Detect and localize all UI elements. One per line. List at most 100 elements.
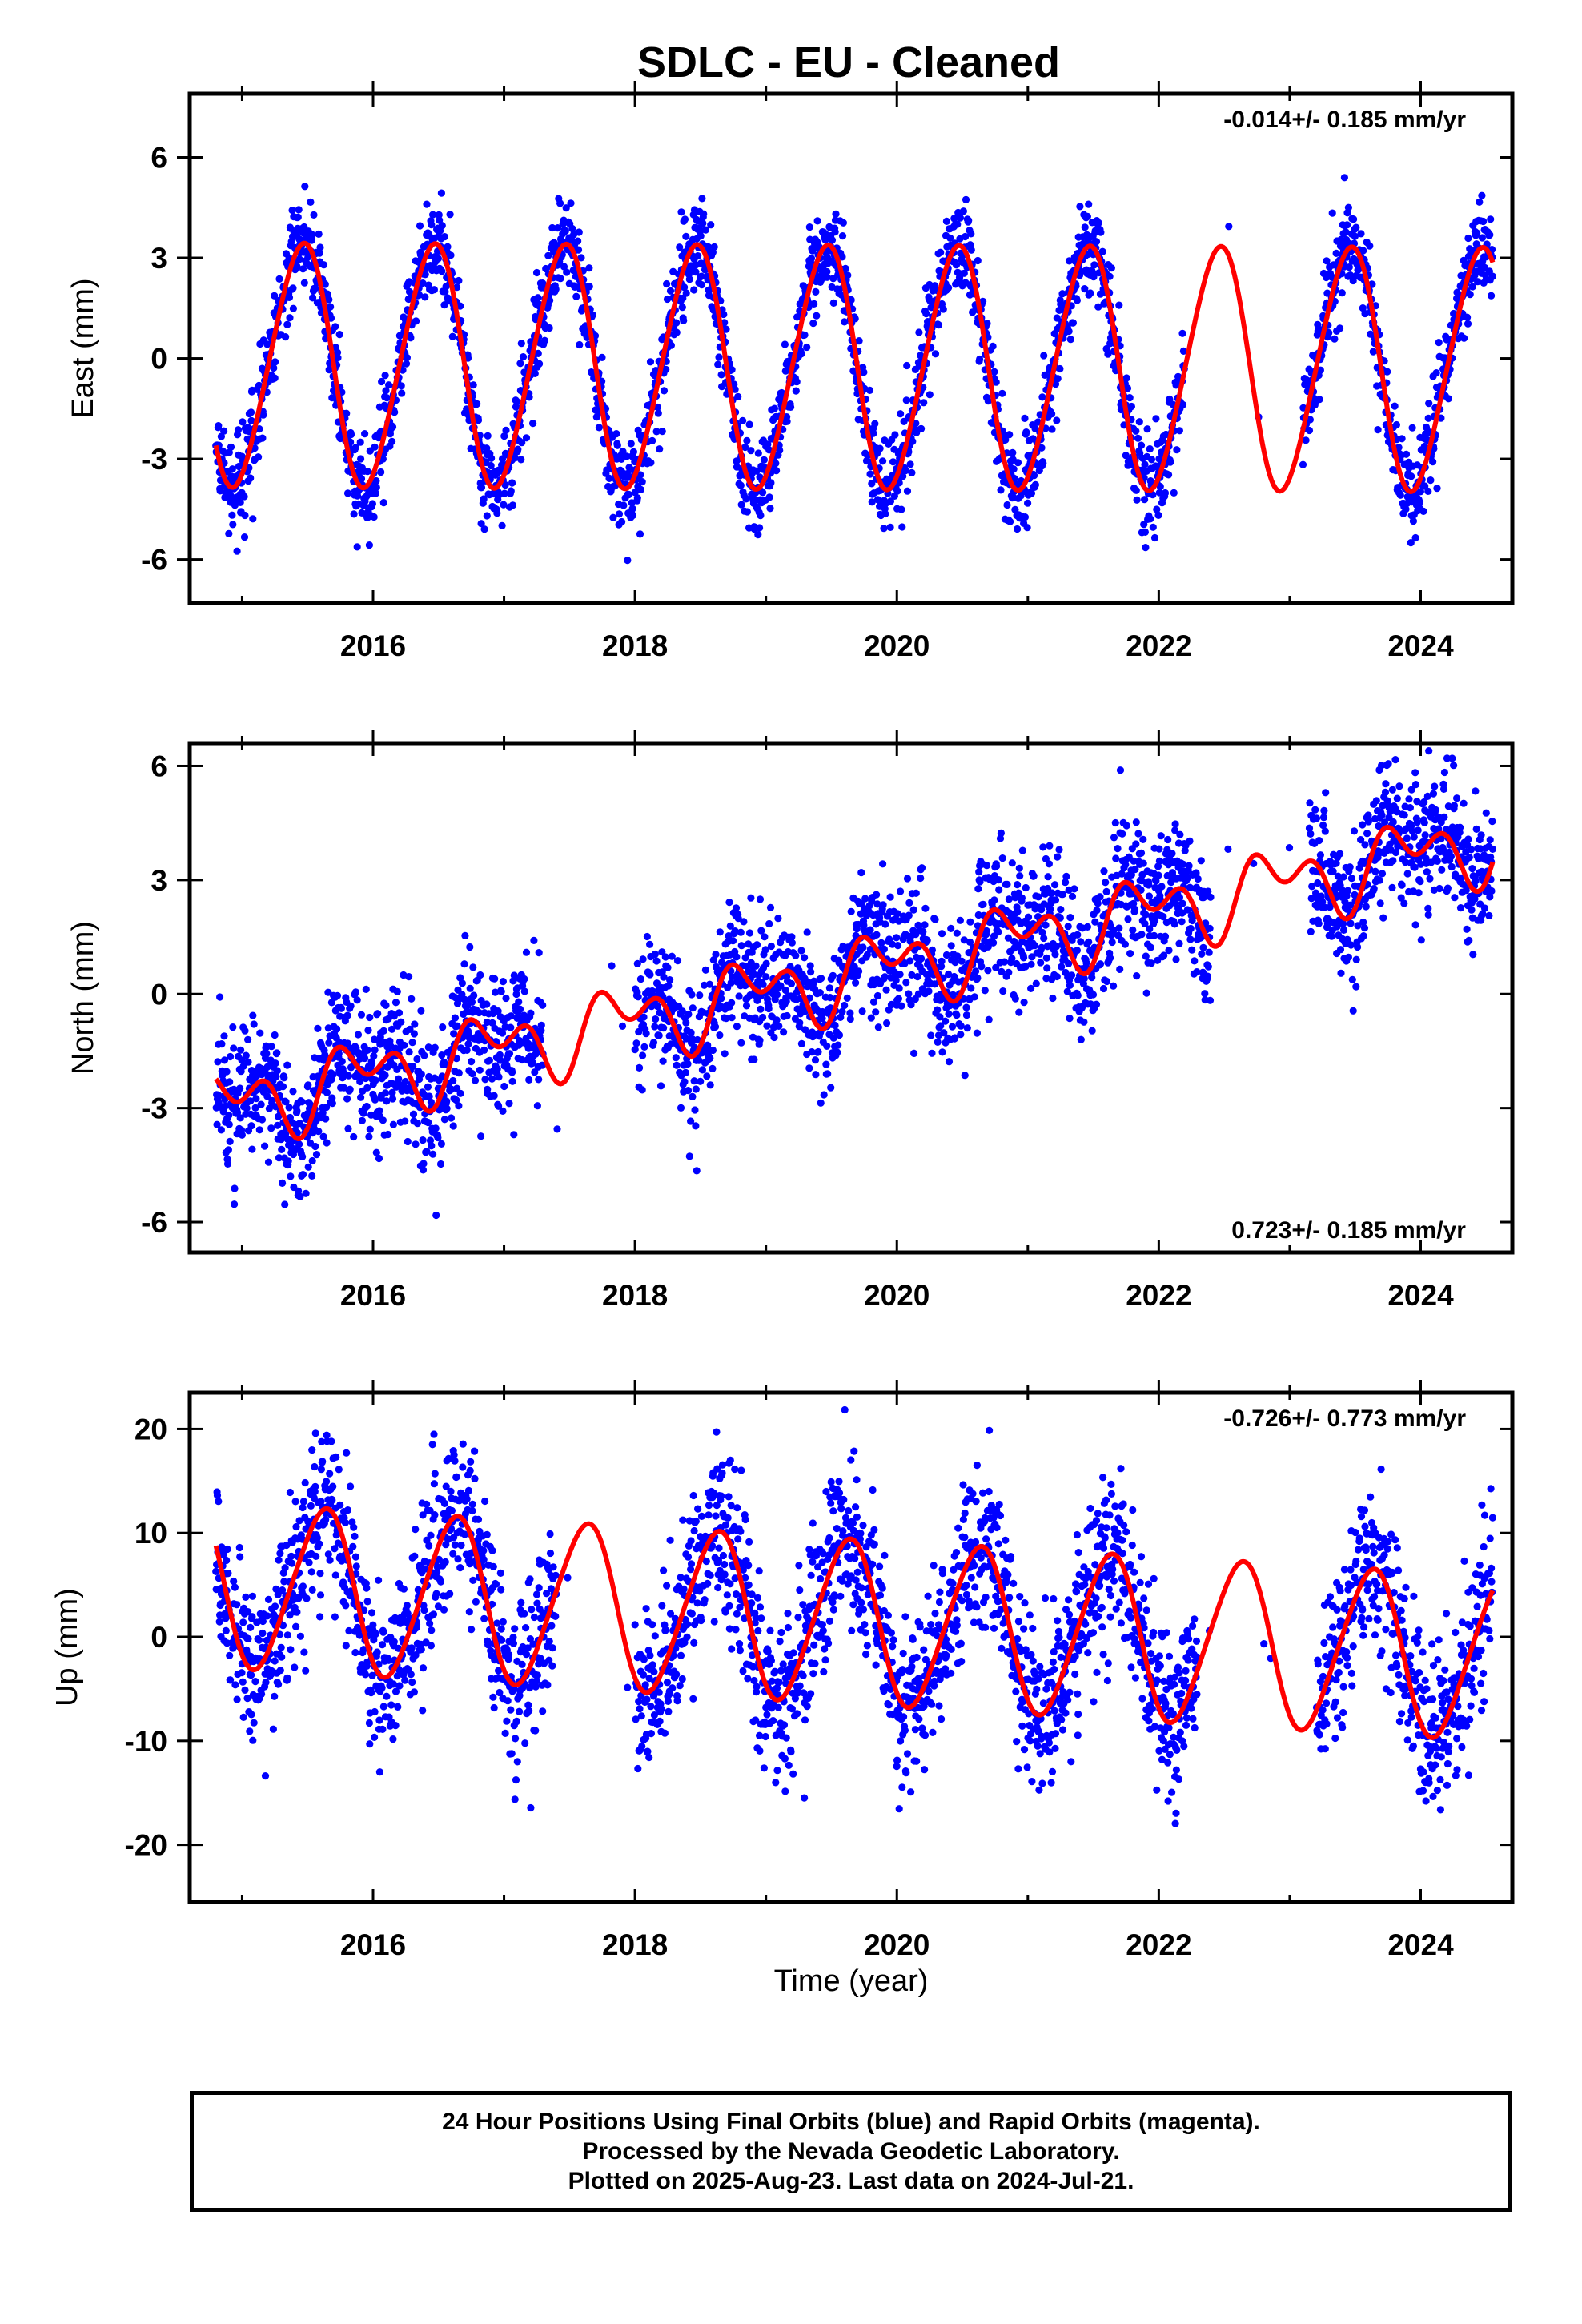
east-data-point xyxy=(1173,446,1181,454)
north-data-point xyxy=(468,1070,476,1078)
north-data-point xyxy=(618,1022,627,1030)
north-data-point xyxy=(437,1140,446,1148)
north-data-point xyxy=(652,1015,660,1023)
east-data-point xyxy=(781,340,789,348)
east-data-point xyxy=(900,417,908,426)
north-data-point xyxy=(495,1073,503,1081)
east-data-point xyxy=(889,458,897,466)
north-data-point xyxy=(274,1121,282,1129)
east-data-point xyxy=(1014,459,1022,467)
north-data-point xyxy=(1005,895,1013,903)
north-data-point xyxy=(432,1124,440,1132)
east-data-point xyxy=(1408,424,1416,432)
north-data-point xyxy=(656,1082,665,1090)
north-data-point xyxy=(638,1086,646,1094)
north-data-point xyxy=(1141,919,1149,927)
east-y-tick-label: 0 xyxy=(151,343,167,376)
north-data-point xyxy=(333,1025,341,1033)
north-data-point xyxy=(659,1057,667,1065)
north-data-point xyxy=(855,967,863,975)
east-data-point xyxy=(1409,517,1417,525)
north-data-point xyxy=(682,1019,690,1027)
north-data-point xyxy=(951,1034,959,1042)
east-data-point xyxy=(1179,347,1187,355)
north-data-point xyxy=(464,1040,472,1048)
north-data-point xyxy=(762,959,770,967)
east-data-point xyxy=(1031,480,1039,489)
north-data-point xyxy=(953,929,961,937)
north-data-point xyxy=(470,991,478,999)
east-data-point xyxy=(403,354,411,362)
north-data-point xyxy=(753,941,761,949)
east-data-point xyxy=(920,399,928,407)
east-x-tick-label: 2022 xyxy=(1126,629,1191,662)
east-data-point xyxy=(1085,200,1093,208)
north-data-point xyxy=(304,1081,312,1089)
north-data-point xyxy=(322,1115,330,1123)
east-data-point xyxy=(508,479,516,487)
east-data-point xyxy=(372,483,380,492)
north-data-point xyxy=(693,1167,701,1175)
north-data-point xyxy=(426,1136,435,1144)
east-data-point xyxy=(772,460,780,468)
north-data-point xyxy=(213,1120,221,1128)
east-data-point xyxy=(805,223,813,231)
east-data-point xyxy=(620,501,628,509)
north-data-point xyxy=(461,931,469,939)
north-data-point xyxy=(287,1172,295,1180)
north-data-point xyxy=(1121,940,1129,948)
north-data-point xyxy=(806,962,814,970)
north-data-point xyxy=(881,920,889,928)
east-data-point xyxy=(1429,458,1437,466)
east-data-point xyxy=(767,479,775,487)
north-data-point xyxy=(867,1014,875,1022)
north-data-point xyxy=(1139,859,1147,867)
north-data-point xyxy=(1018,846,1026,854)
north-data-point xyxy=(379,1027,387,1035)
north-data-point xyxy=(737,928,745,936)
north-data-point xyxy=(689,1004,697,1012)
north-data-point xyxy=(308,1156,316,1165)
east-data-point xyxy=(841,318,849,326)
north-data-point xyxy=(507,1012,515,1020)
east-data-point xyxy=(813,217,821,225)
north-data-point xyxy=(367,1059,376,1068)
east-data-point xyxy=(915,328,923,336)
north-data-point xyxy=(908,971,916,979)
east-data-point xyxy=(841,264,849,272)
east-data-point xyxy=(430,286,439,294)
east-data-point xyxy=(654,409,662,417)
east-data-point xyxy=(685,275,693,283)
north-data-point xyxy=(668,952,676,960)
east-data-point xyxy=(1152,415,1160,423)
north-data-point xyxy=(978,963,986,971)
north-data-point xyxy=(1049,994,1057,1003)
east-data-point xyxy=(1464,320,1472,328)
east-data-point xyxy=(1133,496,1141,504)
north-data-point xyxy=(505,1100,513,1108)
north-data-point xyxy=(529,1059,537,1067)
north-data-point xyxy=(796,1019,804,1027)
east-data-point xyxy=(572,292,580,300)
east-data-point xyxy=(508,501,517,509)
east-data-point xyxy=(1161,489,1170,497)
east-data-point xyxy=(416,222,424,230)
north-data-point xyxy=(873,900,881,908)
east-data-point xyxy=(1065,257,1074,265)
north-data-point xyxy=(917,864,926,872)
north-data-point xyxy=(1062,879,1070,887)
north-data-point xyxy=(948,1023,957,1031)
north-data-point xyxy=(350,1132,358,1141)
north-data-point xyxy=(488,1019,496,1027)
north-data-point xyxy=(537,1021,545,1029)
east-data-point xyxy=(998,389,1006,397)
north-data-point xyxy=(223,1160,232,1168)
east-data-point xyxy=(618,517,626,526)
east-data-point xyxy=(556,199,564,207)
north-data-point xyxy=(244,1035,252,1043)
north-data-point xyxy=(750,1055,758,1063)
north-data-point xyxy=(372,1148,380,1156)
east-data-point xyxy=(575,228,583,236)
east-data-point xyxy=(1039,459,1047,468)
